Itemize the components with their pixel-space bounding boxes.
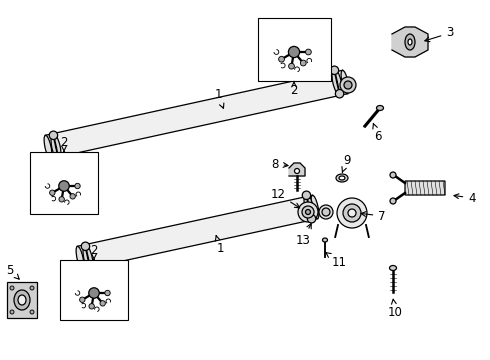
- Bar: [7, 282, 37, 318]
- Text: 9: 9: [342, 153, 351, 172]
- Text: 5: 5: [6, 264, 19, 279]
- Ellipse shape: [75, 183, 80, 189]
- Ellipse shape: [30, 310, 34, 314]
- Ellipse shape: [49, 131, 58, 139]
- Ellipse shape: [390, 266, 396, 270]
- Ellipse shape: [337, 198, 367, 228]
- Ellipse shape: [307, 215, 316, 223]
- Ellipse shape: [10, 310, 14, 314]
- Text: 3: 3: [425, 27, 454, 42]
- Ellipse shape: [294, 168, 299, 174]
- Ellipse shape: [302, 191, 311, 199]
- Text: 6: 6: [373, 123, 382, 143]
- Text: 4: 4: [454, 192, 476, 204]
- Ellipse shape: [306, 49, 311, 55]
- Ellipse shape: [44, 135, 52, 159]
- Text: 2: 2: [290, 82, 298, 98]
- Ellipse shape: [279, 56, 284, 62]
- Ellipse shape: [304, 194, 314, 220]
- Ellipse shape: [336, 174, 348, 182]
- Ellipse shape: [89, 288, 99, 298]
- Text: 2: 2: [90, 243, 98, 260]
- Polygon shape: [46, 70, 347, 159]
- Text: 12: 12: [270, 188, 299, 208]
- Ellipse shape: [332, 69, 342, 95]
- Ellipse shape: [105, 290, 110, 296]
- Ellipse shape: [390, 172, 396, 178]
- Polygon shape: [77, 195, 318, 270]
- Ellipse shape: [298, 202, 318, 222]
- Ellipse shape: [405, 34, 415, 50]
- Text: 1: 1: [214, 89, 224, 108]
- Ellipse shape: [335, 90, 344, 98]
- Ellipse shape: [344, 81, 352, 89]
- Text: 13: 13: [295, 224, 311, 247]
- Ellipse shape: [59, 197, 64, 202]
- Ellipse shape: [339, 176, 345, 180]
- Ellipse shape: [18, 295, 26, 305]
- Ellipse shape: [340, 77, 356, 93]
- Ellipse shape: [348, 209, 356, 217]
- Ellipse shape: [289, 63, 294, 69]
- Ellipse shape: [86, 266, 95, 274]
- Polygon shape: [392, 27, 428, 57]
- Ellipse shape: [408, 39, 412, 45]
- Ellipse shape: [305, 210, 311, 215]
- Ellipse shape: [59, 181, 69, 191]
- Text: 2: 2: [60, 135, 68, 152]
- Bar: [30, 152, 98, 214]
- Ellipse shape: [302, 206, 314, 218]
- Ellipse shape: [70, 194, 75, 199]
- Text: 10: 10: [388, 299, 402, 319]
- Ellipse shape: [76, 246, 84, 270]
- Ellipse shape: [100, 301, 105, 306]
- Text: 8: 8: [271, 158, 288, 171]
- Polygon shape: [289, 163, 305, 176]
- Text: 1: 1: [215, 236, 224, 255]
- Ellipse shape: [10, 286, 14, 290]
- Ellipse shape: [311, 195, 319, 219]
- Ellipse shape: [89, 303, 95, 309]
- Ellipse shape: [330, 66, 339, 75]
- Ellipse shape: [322, 238, 327, 242]
- Bar: [258, 18, 331, 81]
- Ellipse shape: [81, 242, 90, 251]
- Bar: [60, 260, 128, 320]
- Ellipse shape: [49, 190, 55, 195]
- Ellipse shape: [83, 245, 93, 271]
- FancyBboxPatch shape: [405, 181, 445, 195]
- Ellipse shape: [79, 297, 85, 302]
- Ellipse shape: [14, 290, 30, 310]
- Text: 7: 7: [361, 210, 386, 222]
- Ellipse shape: [376, 105, 384, 111]
- Ellipse shape: [54, 154, 63, 163]
- Ellipse shape: [51, 134, 61, 160]
- Ellipse shape: [300, 60, 306, 66]
- Ellipse shape: [341, 70, 349, 94]
- Ellipse shape: [30, 286, 34, 290]
- Ellipse shape: [390, 198, 396, 204]
- Text: 11: 11: [326, 253, 346, 269]
- Ellipse shape: [289, 46, 299, 58]
- Ellipse shape: [343, 204, 361, 222]
- Ellipse shape: [322, 208, 330, 216]
- Ellipse shape: [319, 205, 333, 219]
